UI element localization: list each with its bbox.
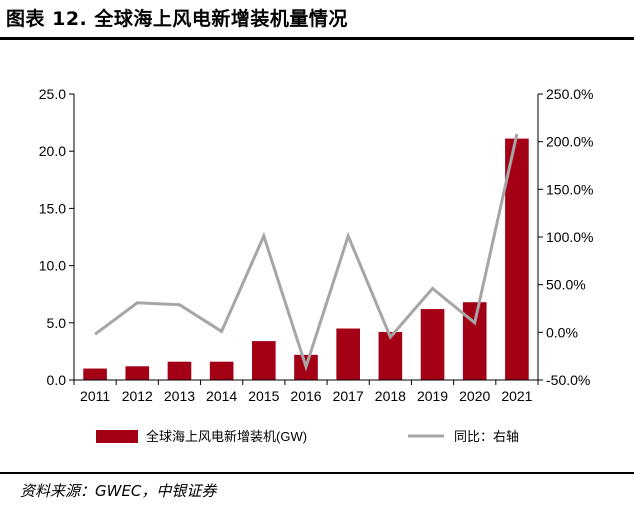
- right-tick-label: 250.0%: [546, 86, 593, 102]
- legend-bar-swatch: [96, 430, 138, 443]
- left-tick-label: 15.0: [39, 200, 66, 216]
- left-tick-label: 25.0: [39, 86, 66, 102]
- title-divider: [0, 37, 634, 40]
- x-tick-label: 2016: [290, 388, 321, 404]
- axes-layer: 0.0 5.0 10.0 15.0 20.0 25.0 -50.0% 0.0% 50.0% 100…: [39, 86, 594, 404]
- bar: [378, 331, 403, 380]
- right-tick-label: 150.0%: [546, 181, 593, 197]
- bar: [209, 361, 234, 380]
- left-tick-label: 5.0: [47, 315, 67, 331]
- x-tick-label: 2019: [417, 388, 448, 404]
- left-tick-label: 20.0: [39, 143, 66, 159]
- legend-bar-label: 全球海上风电新增装机(GW): [146, 429, 307, 444]
- right-tick-label: 50.0%: [546, 277, 586, 293]
- chart-title: 图表 12. 全球海上风电新增装机量情况: [6, 8, 348, 30]
- right-tick-label: 100.0%: [546, 229, 593, 245]
- legend-line-label: 同比：右轴: [454, 429, 519, 444]
- x-tick-label: 2020: [459, 388, 490, 404]
- x-tick-label: 2021: [501, 388, 532, 404]
- x-tick-label: 2014: [206, 388, 237, 404]
- bar: [420, 309, 445, 380]
- x-tick-label: 2015: [248, 388, 279, 404]
- right-tick-label: 0.0%: [546, 324, 578, 340]
- left-tick-label: 0.0: [47, 372, 67, 388]
- line-layer: [94, 133, 519, 372]
- bar: [336, 328, 360, 380]
- source-note: 资料来源：GWEC，中银证券: [20, 482, 217, 500]
- bar: [83, 368, 107, 380]
- bars-layer: [83, 138, 529, 380]
- bar: [167, 361, 192, 380]
- x-tick-label: 2017: [333, 388, 364, 404]
- bar: [462, 302, 487, 380]
- right-tick-label: 200.0%: [546, 134, 593, 150]
- x-tick-label: 2013: [164, 388, 195, 404]
- bar: [252, 341, 276, 380]
- x-tick-label: 2018: [375, 388, 406, 404]
- legend: 全球海上风电新增装机(GW) 同比：右轴: [96, 429, 519, 444]
- bar: [505, 138, 529, 380]
- yoy-line: [94, 133, 519, 372]
- bar: [125, 366, 150, 380]
- x-tick-label: 2011: [80, 388, 110, 404]
- x-tick-label: 2012: [122, 388, 153, 404]
- right-tick-label: -50.0%: [546, 372, 590, 388]
- left-tick-label: 10.0: [39, 258, 66, 274]
- source-divider: [0, 472, 634, 474]
